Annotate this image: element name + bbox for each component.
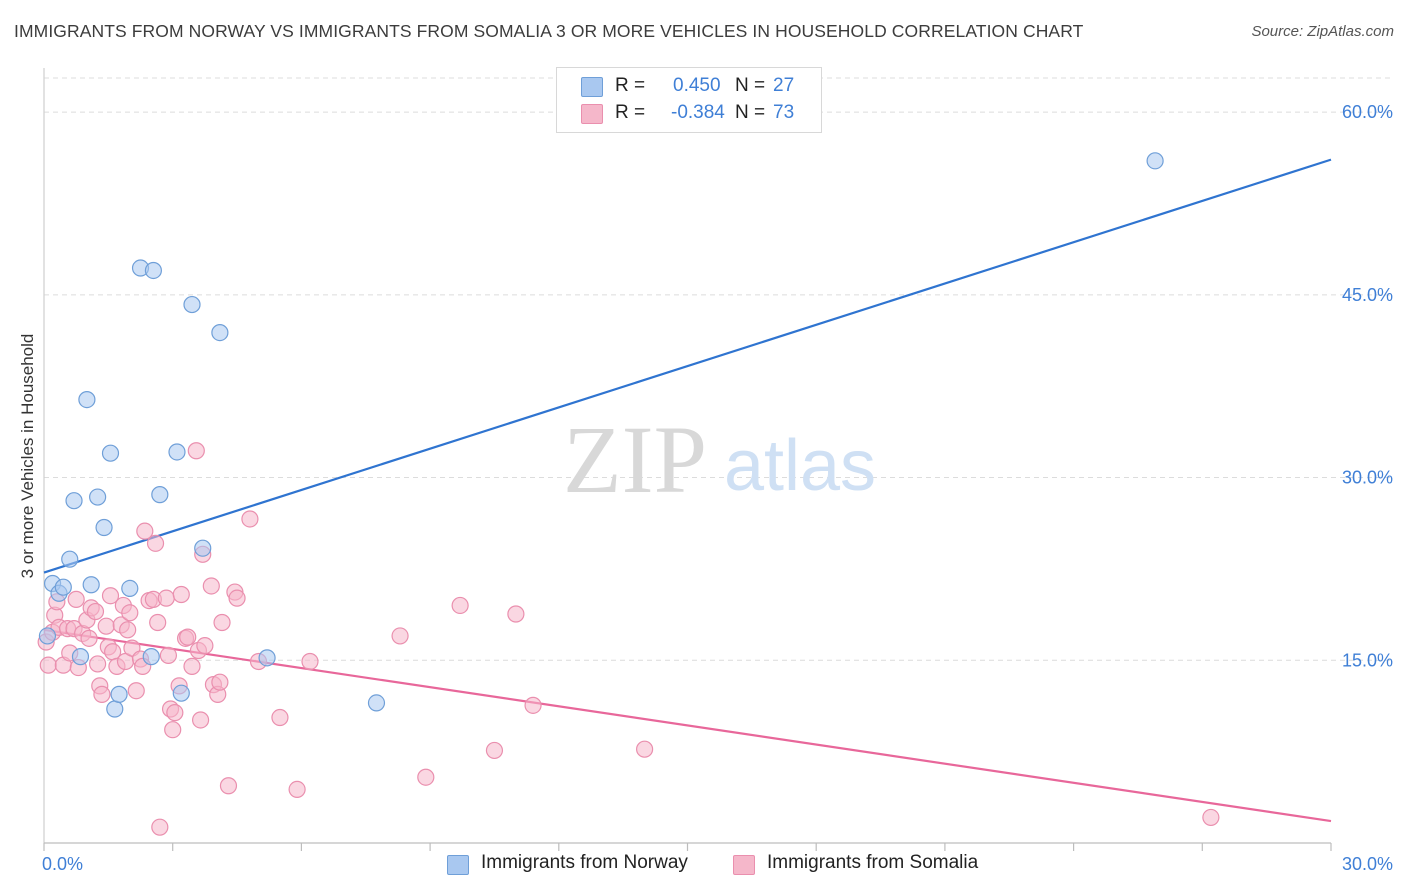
point-somalia-19 [93, 685, 111, 703]
point-norway-21 [183, 295, 201, 314]
legend-n-label: N = [735, 102, 766, 123]
point-somalia-29 [121, 604, 139, 622]
point-somalia-66 [288, 780, 306, 799]
point-norway-18 [151, 486, 169, 504]
bottom-legend-label-norway: Immigrants from Norway [481, 852, 688, 873]
point-somalia-22 [101, 587, 120, 605]
point-somalia-44 [166, 704, 184, 722]
point-norway-8 [82, 576, 100, 594]
point-norway-9 [89, 488, 107, 506]
point-norway-23 [211, 323, 229, 342]
point-somalia-31 [127, 682, 145, 700]
point-norway-3 [54, 578, 72, 596]
legend-r-label: R = [615, 75, 646, 96]
point-somalia-71 [485, 741, 504, 760]
point-somalia-38 [149, 613, 167, 632]
point-norway-0 [38, 627, 57, 645]
watermark: ZIP atlas [563, 406, 876, 513]
point-norway-7 [78, 390, 96, 409]
chart-title: IMMIGRANTS FROM NORWAY VS IMMIGRANTS FRO… [14, 21, 1084, 41]
trend-line-norway [43, 158, 1332, 574]
point-norway-13 [110, 685, 128, 703]
legend-n-value-somalia: 73 [773, 102, 795, 123]
point-somalia-43 [164, 721, 182, 739]
point-somalia-50 [187, 442, 205, 460]
point-norway-24 [258, 649, 276, 667]
point-somalia-1 [39, 656, 57, 674]
point-somalia-60 [219, 777, 238, 795]
point-somalia-68 [391, 627, 409, 645]
point-somalia-58 [211, 673, 229, 691]
point-somalia-17 [89, 655, 107, 673]
legend-r-value-norway: 0.450 [673, 75, 721, 96]
point-norway-10 [95, 518, 113, 537]
point-somalia-63 [241, 510, 259, 528]
legend-r-value-somalia: -0.384 [671, 102, 725, 123]
point-norway-16 [144, 261, 162, 280]
point-somalia-59 [213, 613, 231, 632]
point-norway-11 [101, 444, 120, 462]
point-somalia-52 [191, 711, 210, 729]
point-somalia-75 [1202, 808, 1220, 827]
point-somalia-41 [159, 646, 178, 665]
point-norway-4 [61, 550, 79, 568]
trend-line-somalia [43, 628, 1332, 823]
point-norway-12 [106, 700, 124, 718]
points [37, 152, 1220, 836]
tick-labels: 15.0% 30.0% 45.0% 60.0% 0.0% 30.0% [42, 102, 1393, 874]
point-somalia-55 [202, 577, 220, 595]
legend-box: R = 0.450 N = 27 R = -0.384 N = 73 [556, 67, 822, 133]
point-somalia-72 [507, 605, 525, 623]
point-somalia-14 [80, 629, 98, 647]
point-somalia-20 [97, 617, 115, 635]
point-norway-26 [1146, 152, 1164, 170]
point-somalia-73 [524, 696, 542, 714]
x-tick-label-0: 0.0% [42, 854, 83, 874]
y-tick-label-2: 45.0% [1342, 285, 1393, 305]
point-norway-14 [121, 579, 139, 598]
point-norway-22 [194, 539, 212, 557]
legend-n-label: N = [735, 75, 766, 96]
legend-swatch-norway [581, 77, 603, 97]
gridlines [44, 77, 1392, 661]
source-label: Source: ZipAtlas.com [1251, 23, 1394, 40]
point-norway-20 [172, 684, 190, 702]
point-somalia-46 [172, 585, 190, 604]
point-somalia-10 [67, 590, 85, 608]
x-tick-label-1: 30.0% [1342, 854, 1393, 874]
legend-r-label: R = [615, 102, 646, 123]
point-norway-6 [71, 648, 90, 666]
point-somalia-65 [271, 708, 289, 727]
point-somalia-62 [228, 589, 246, 607]
point-somalia-49 [183, 657, 201, 675]
bottom-legend-swatch-norway [447, 855, 469, 875]
point-somalia-74 [635, 740, 654, 758]
point-somalia-67 [301, 652, 319, 671]
point-somalia-28 [119, 621, 137, 639]
y-tick-label-1: 30.0% [1342, 468, 1393, 488]
point-norway-17 [142, 648, 160, 666]
watermark-zip: ZIP [563, 406, 707, 513]
bottom-legend-swatch-somalia [733, 855, 755, 875]
point-norway-25 [367, 694, 386, 712]
point-norway-5 [65, 492, 83, 510]
point-somalia-69 [417, 768, 435, 786]
point-somalia-16 [86, 602, 105, 621]
point-somalia-37 [146, 534, 165, 552]
watermark-atlas: atlas [724, 426, 876, 506]
y-tick-label-0: 15.0% [1342, 650, 1393, 670]
point-somalia-40 [157, 589, 175, 607]
y-tick-label-3: 60.0% [1342, 102, 1393, 122]
axes [43, 68, 1332, 851]
bottom-legend-label-somalia: Immigrants from Somalia [767, 852, 979, 873]
point-somalia-48 [179, 628, 197, 646]
point-somalia-54 [196, 637, 214, 655]
point-somalia-34 [136, 522, 154, 540]
legend-swatch-somalia [581, 104, 603, 124]
point-somalia-70 [451, 596, 469, 615]
point-norway-19 [168, 443, 186, 461]
legend-n-value-norway: 27 [773, 75, 795, 96]
point-somalia-39 [151, 818, 169, 836]
